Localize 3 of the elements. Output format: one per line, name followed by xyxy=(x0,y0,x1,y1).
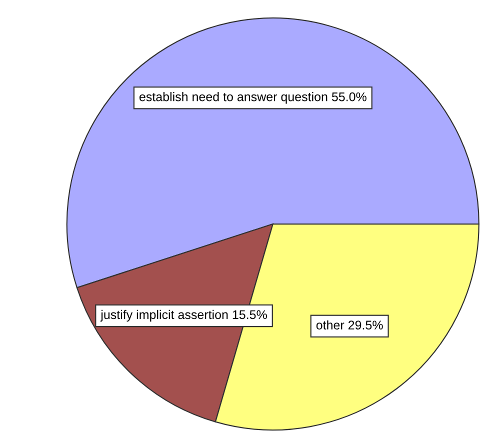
slice-label: other 29.5% xyxy=(316,320,383,330)
slice-label: establish need to answer question 55.0% xyxy=(139,92,366,104)
slice-label: justify implicit assertion 15.5% xyxy=(100,310,267,322)
